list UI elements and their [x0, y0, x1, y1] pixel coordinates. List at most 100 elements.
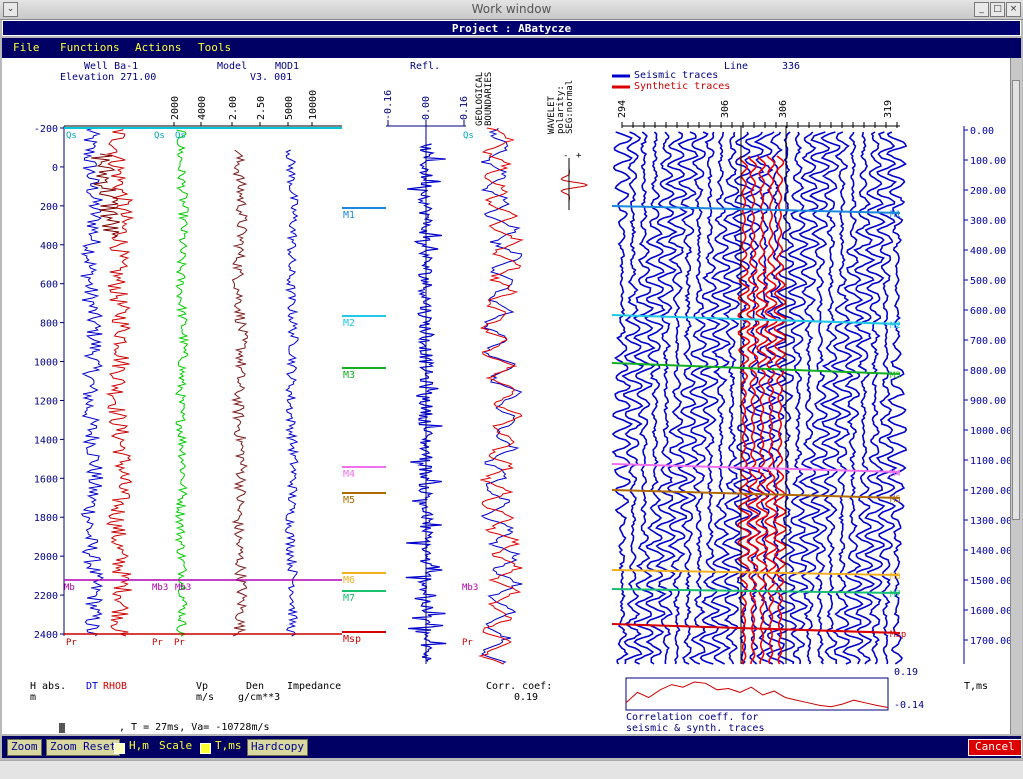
horizon-pick-m2: [611, 314, 901, 325]
scrollbar-thumb[interactable]: [1012, 80, 1020, 520]
window-menu-icon[interactable]: ⌄: [3, 2, 18, 17]
seismic-trace: [853, 131, 876, 665]
seismic-trace: [698, 131, 722, 665]
seismic-trace: [654, 131, 678, 665]
pr-marker-label: Pr: [66, 638, 77, 648]
cancel-button[interactable]: Cancel: [968, 739, 1022, 756]
dt-log-curve: [80, 127, 105, 637]
qs-marker-label: Qs: [463, 131, 474, 141]
time-tick-label: 700.00: [970, 336, 1006, 347]
log-scale-label: 4000: [197, 96, 208, 120]
impedance-label: Impedance: [287, 681, 341, 692]
horizon-pick-m6: [611, 569, 901, 576]
time-tick-label: 0.00: [970, 126, 994, 137]
correlation-curve: [625, 681, 889, 708]
depth-tick-label: 600: [40, 280, 58, 291]
model-label: Model: [217, 61, 247, 72]
den-unit-label: g/cm**3: [238, 692, 280, 703]
time-tick-label: 1700.00: [970, 636, 1010, 647]
menu-tools[interactable]: Tools: [198, 41, 232, 54]
tms-checkbox[interactable]: [200, 743, 211, 754]
mb3-marker-label: Mb3: [152, 583, 168, 593]
synthetic-trace: [746, 155, 760, 665]
seismic-trace: [632, 131, 656, 665]
well-name-label: Well Ba-1: [84, 61, 138, 72]
seismic-trace: [621, 131, 645, 665]
log-scale-label: 2000: [170, 96, 181, 120]
seismic-trace: [664, 131, 690, 665]
depth-tick-label: 2400: [34, 630, 58, 641]
menu-actions[interactable]: Actions: [135, 41, 182, 54]
menu-functions[interactable]: Functions: [60, 41, 120, 54]
depth-tick-label: 1400: [34, 435, 58, 446]
geological-boundaries-label: BOUNDARIES: [484, 72, 494, 126]
zoom-reset-button[interactable]: Zoom Reset: [46, 739, 121, 756]
pr-marker-label: Pr: [462, 638, 473, 648]
horizon-label-m1: M1: [343, 210, 355, 221]
time-tick-label: 1200.00: [970, 486, 1010, 497]
line-number: 336: [782, 61, 800, 72]
time-tick-label: 500.00: [970, 276, 1006, 287]
time-tick-label: 1300.00: [970, 516, 1010, 527]
menu-file[interactable]: File: [13, 41, 40, 54]
depth-tick-label: 1000: [34, 358, 58, 369]
legend-synthetic-label: Synthetic traces: [634, 81, 730, 92]
vertical-scrollbar[interactable]: [1010, 58, 1022, 734]
depth-tick-label: 2200: [34, 591, 58, 602]
horizon-label-msp: Msp: [343, 634, 361, 645]
hardcopy-button[interactable]: Hardcopy: [247, 739, 308, 756]
work-canvas[interactable]: Well Ba-1 Elevation 271.00 Model MOD1 V3. 00…: [2, 58, 1010, 734]
seismic-trace: [753, 131, 777, 665]
hm-checkbox[interactable]: [114, 743, 125, 754]
h-unit-label: m: [30, 692, 36, 703]
trace-number-label: 319: [883, 100, 894, 118]
seismic-boundary-trace: [480, 127, 523, 665]
legend-seismic-label: Seismic traces: [634, 70, 718, 81]
rhob-label: RHOB: [103, 681, 127, 692]
corr-coef-label: Corr. coef:: [486, 681, 552, 692]
seismic-trace: [611, 131, 634, 665]
horizon-pick-m7: [611, 588, 901, 594]
maximize-icon[interactable]: □: [990, 2, 1005, 17]
seismic-trace: [742, 131, 765, 665]
horizon-pick-msp: [611, 623, 901, 634]
depth-tick-label: 800: [40, 319, 58, 330]
vp-unit-label: m/s: [196, 692, 214, 703]
seismic-trace: [644, 131, 667, 665]
minimize-icon[interactable]: _: [974, 2, 989, 17]
seismic-trace: [830, 131, 854, 665]
h-abs-label: H abs.: [30, 681, 66, 692]
log-scale-label: 2.00: [228, 96, 239, 120]
scale-label[interactable]: Scale: [159, 739, 193, 752]
horizon-section-label-m1: M1: [890, 210, 901, 220]
depth-tick-label: 2000: [34, 552, 58, 563]
impedance-log-curve: [284, 149, 300, 637]
bottom-toolbar: Zoom Zoom Reset H,m Scale T,ms Hardcopy …: [2, 736, 1022, 758]
horizon-label-m2: M2: [343, 318, 355, 329]
project-bar: Project : ABatycze: [2, 20, 1021, 36]
vp-label: Vp: [196, 681, 208, 692]
geological-boundaries-label: GEOLOGICAL: [475, 72, 485, 126]
model-version: V3. 001: [250, 72, 292, 83]
zoom-button[interactable]: Zoom: [7, 739, 42, 756]
horizon-section-label-m4: M4: [890, 469, 901, 479]
horizon-label-m5: M5: [343, 495, 355, 506]
elevation-label: Elevation 271.00: [60, 72, 156, 83]
corr-min-label: -0.14: [894, 700, 924, 711]
close-icon[interactable]: ×: [1006, 2, 1021, 17]
corr-coef-value: 0.19: [514, 692, 538, 703]
seismic-trace: [710, 131, 733, 665]
polarity-minus-sign: -: [563, 151, 568, 161]
qs-marker-label: Qs: [175, 131, 186, 141]
depth-tick-label: 0: [52, 163, 58, 174]
time-tick-label: 1500.00: [970, 576, 1010, 587]
time-tick-label: 100.00: [970, 156, 1006, 167]
time-tick-label: 200.00: [970, 186, 1006, 197]
time-tick-label: 1000.00: [970, 426, 1010, 437]
time-unit-label: T,ms: [964, 681, 988, 692]
window-title: Work window: [471, 2, 552, 16]
depth-tick-label: 1200: [34, 396, 58, 407]
time-tick-label: 1400.00: [970, 546, 1010, 557]
time-tick-label: 900.00: [970, 396, 1006, 407]
